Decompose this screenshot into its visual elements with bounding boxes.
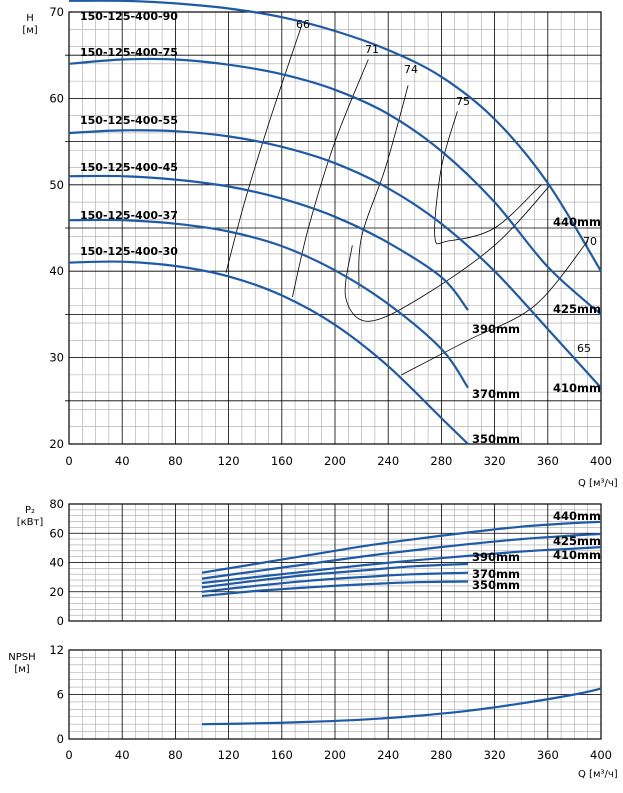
diameter-label: 350mm [472, 432, 520, 446]
efficiency-line [401, 240, 589, 376]
x-tick-label: 360 [537, 748, 559, 762]
x-tick-label: 80 [168, 454, 183, 468]
series-line [201, 687, 602, 726]
series-line [68, 57, 602, 316]
efficiency-line [292, 59, 369, 298]
diameter-label: 370mm [472, 387, 520, 401]
x-tick-label: 40 [115, 748, 130, 762]
diameter-label: 390mm [472, 322, 520, 336]
y-tick-label: 70 [49, 5, 64, 19]
series-line [201, 520, 602, 574]
efficiency-line [434, 111, 542, 245]
y-tick-label: 40 [49, 556, 64, 570]
diameter-label: 370mm [472, 567, 520, 581]
x-tick-label: 240 [377, 748, 399, 762]
diameter-label: 440mm [553, 509, 601, 523]
q-axis-label-top: Q [м³/ч] [578, 478, 618, 489]
head-chart-panel: 20 30 40 50 60 70 0 40 80 120 160 200 240 280 320 360 40… [22, 0, 612, 468]
y-tick-label: 80 [49, 497, 64, 511]
x-tick-label: 280 [430, 748, 452, 762]
x-tick-label: 320 [484, 748, 506, 762]
series-line [201, 532, 602, 580]
y-tick-label: 40 [49, 264, 64, 278]
x-tick-label: 160 [271, 454, 293, 468]
x-tick-label: 40 [115, 454, 130, 468]
y-tick-label: 6 [57, 688, 64, 702]
y-tick-label: 50 [49, 178, 64, 192]
y-tick-label: 20 [49, 437, 64, 451]
y-axis-label: [кВт] [17, 517, 44, 528]
efficiency-label: 65 [577, 342, 591, 355]
x-tick-label: 0 [65, 748, 72, 762]
series-line [201, 546, 602, 585]
plot-frame [68, 503, 602, 622]
x-tick-label: 320 [484, 454, 506, 468]
plot-frame [68, 649, 602, 740]
y-tick-label: 0 [57, 732, 64, 746]
y-axis-label: NPSH [8, 652, 35, 663]
x-tick-label: 80 [168, 748, 183, 762]
x-tick-label: 400 [590, 748, 612, 762]
series-line [201, 580, 469, 598]
model-label: 150-125-400-45 [80, 161, 178, 174]
model-label: 150-125-400-37 [80, 209, 178, 222]
diameter-label: 425mm [553, 302, 601, 316]
y-tick-label: 60 [49, 91, 64, 105]
y-axis-label: [м] [14, 664, 29, 675]
series-line [68, 260, 469, 445]
efficiency-label: 66 [296, 18, 310, 31]
y-axis-label: H [26, 13, 34, 24]
plot-frame [68, 11, 602, 445]
efficiency-line [344, 184, 551, 322]
y-tick-label: 12 [49, 643, 64, 657]
y-tick-label: 60 [49, 526, 64, 540]
series-line [68, 129, 602, 389]
diameter-label: 410mm [553, 381, 601, 395]
diameter-label: 440mm [553, 215, 601, 229]
y-tick-label: 20 [49, 585, 64, 599]
x-tick-label: 360 [537, 454, 559, 468]
x-tick-label: 120 [218, 454, 240, 468]
model-label: 150-125-400-30 [80, 245, 178, 258]
model-label: 150-125-400-90 [80, 10, 178, 23]
efficiency-label: 71 [365, 43, 379, 56]
x-tick-label: 400 [590, 454, 612, 468]
x-tick-label: 200 [324, 748, 346, 762]
y-tick-label: 0 [57, 614, 64, 628]
x-tick-label: 120 [218, 748, 240, 762]
efficiency-label: 75 [456, 95, 470, 108]
q-axis-label-bottom: Q [м³/ч] [578, 769, 618, 780]
efficiency-label: 74 [404, 63, 418, 76]
y-axis-label: [м] [22, 25, 37, 36]
diameter-label: 390mm [472, 550, 520, 564]
series-line [68, 0, 602, 272]
y-axis-label: P₂ [25, 505, 35, 516]
efficiency-line [225, 24, 303, 274]
efficiency-line [358, 85, 409, 289]
series-line [201, 562, 469, 589]
y-tick-label: 30 [49, 351, 64, 365]
x-tick-label: 280 [430, 454, 452, 468]
series-line [68, 174, 469, 311]
x-tick-label: 200 [324, 454, 346, 468]
x-tick-label: 0 [65, 454, 72, 468]
x-tick-label: 160 [271, 748, 293, 762]
diameter-label: 350mm [472, 578, 520, 592]
efficiency-label: 70 [583, 235, 597, 248]
diameter-label: 425mm [553, 534, 601, 548]
model-label: 150-125-400-55 [80, 114, 178, 127]
series-line [68, 218, 469, 389]
series-line [201, 571, 469, 593]
diameter-label: 410mm [553, 548, 601, 562]
x-tick-label: 240 [377, 454, 399, 468]
model-label: 150-125-400-75 [80, 46, 178, 59]
